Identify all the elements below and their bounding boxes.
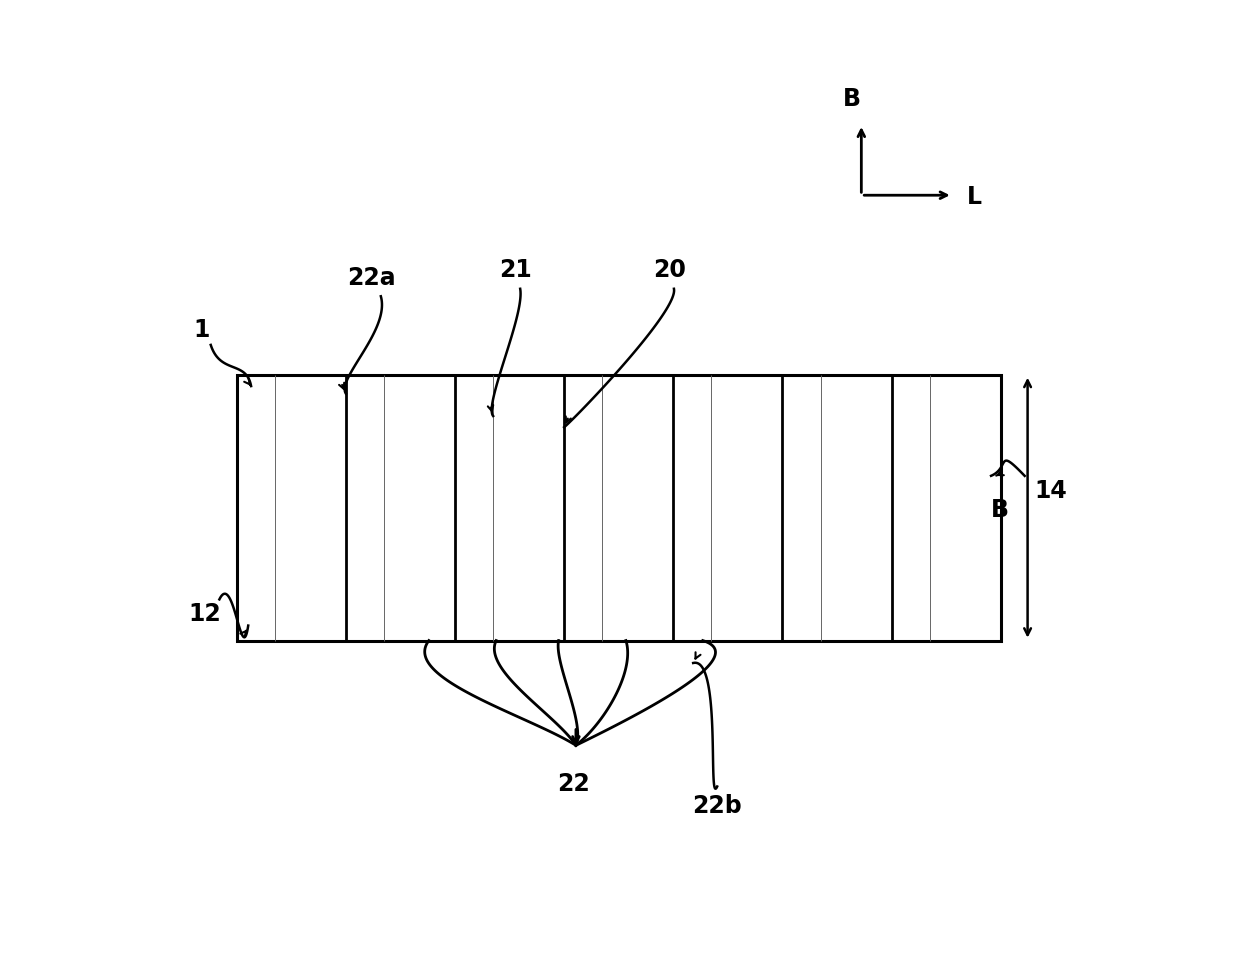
Text: 12: 12 <box>188 603 222 626</box>
Text: L: L <box>967 186 982 210</box>
Text: 22b: 22b <box>692 794 742 818</box>
Text: B: B <box>843 87 861 111</box>
Text: 21: 21 <box>498 259 532 282</box>
Bar <box>237 375 1001 641</box>
Text: 14: 14 <box>1034 479 1068 503</box>
Text: B: B <box>991 498 1009 522</box>
Text: 22: 22 <box>557 772 589 795</box>
Text: 20: 20 <box>652 259 686 282</box>
Text: 22a: 22a <box>347 265 396 290</box>
Text: 1: 1 <box>193 318 210 342</box>
